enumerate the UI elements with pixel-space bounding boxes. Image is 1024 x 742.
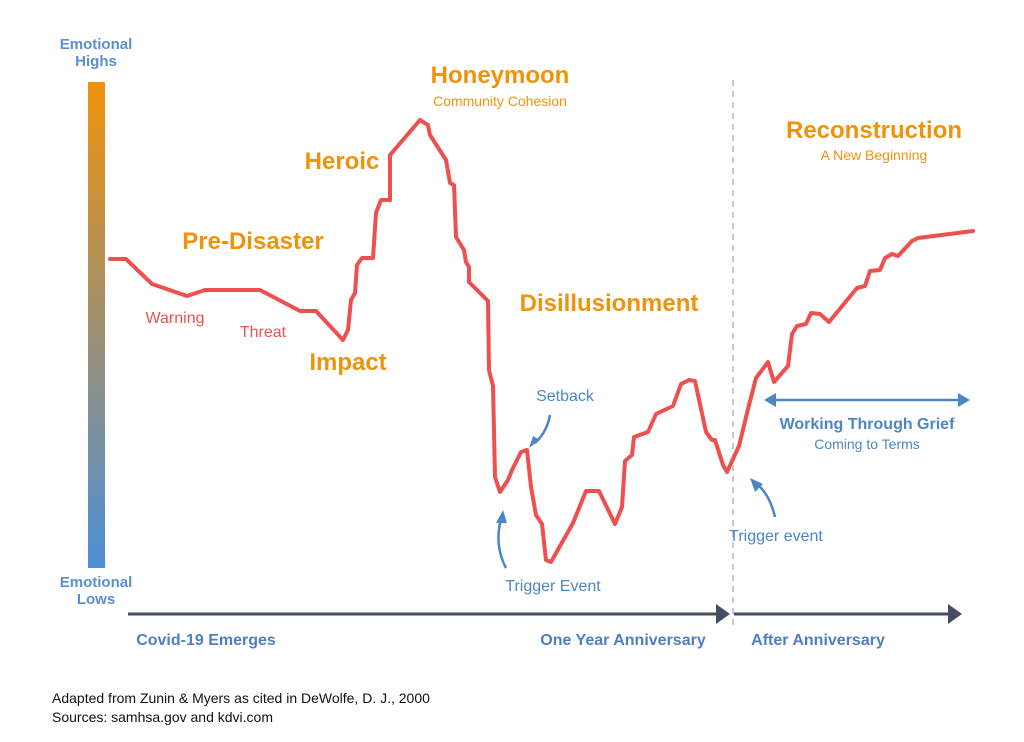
timeline-start-label: Covid-19 Emerges bbox=[136, 632, 276, 649]
emotional-lows-line-2: Lows bbox=[76, 591, 116, 609]
emotional-highs-line-2: Highs bbox=[75, 53, 117, 71]
event-trigger-event-1: Trigger Event bbox=[505, 578, 601, 595]
working-through-grief-label: Working Through Grief bbox=[779, 416, 955, 433]
grief-range-right-head bbox=[958, 393, 970, 407]
grief-range-left-head bbox=[764, 393, 776, 407]
emotional-lows-line-1: Emotional bbox=[59, 574, 133, 591]
sources-note: Sources: samhsa.gov and kdvi.com bbox=[52, 709, 273, 725]
event-setback: Setback bbox=[536, 388, 594, 405]
coming-to-terms-label: Coming to Terms bbox=[814, 436, 920, 452]
trigger-event-arrow-head bbox=[496, 510, 507, 523]
setback-arrow-head bbox=[529, 436, 540, 448]
citation-note: Adapted from Zunin & Myers as cited in D… bbox=[52, 690, 430, 706]
event-warning: Warning bbox=[145, 310, 205, 327]
phase-heroic: Heroic bbox=[304, 148, 380, 175]
emotional-highs-label: Emotional Highs bbox=[60, 36, 133, 71]
phase-pre-disaster: Pre-Disaster bbox=[182, 228, 324, 255]
emotional-lows-label: Emotional Lows bbox=[60, 574, 133, 609]
trigger-event-2-arrow-head bbox=[750, 478, 763, 492]
timeline-after-label: After Anniversary bbox=[751, 632, 885, 649]
timeline-anniversary-label: One Year Anniversary bbox=[540, 632, 706, 649]
emotional-gradient-bar bbox=[88, 82, 105, 568]
phase-reconstruction: Reconstruction bbox=[785, 117, 963, 144]
trigger-event-2-arrow-shaft bbox=[756, 483, 777, 518]
trigger-event-arrow-shaft bbox=[497, 518, 508, 569]
emotional-response-curve bbox=[108, 118, 975, 564]
phase-disillusionment: Disillusionment bbox=[519, 290, 699, 317]
event-threat: Threat bbox=[239, 324, 287, 341]
phase-honeymoon-subtitle: Community Cohesion bbox=[433, 93, 567, 109]
timeline-after-head bbox=[948, 604, 962, 624]
phase-honeymoon: Honeymoon bbox=[430, 62, 570, 89]
phase-impact: Impact bbox=[309, 349, 387, 376]
event-trigger-event-2: Trigger event bbox=[729, 528, 823, 545]
timeline-first-year-head bbox=[716, 604, 730, 624]
emotional-highs-line-1: Emotional bbox=[59, 36, 133, 53]
phase-reconstruction-subtitle: A New Beginning bbox=[820, 147, 928, 163]
